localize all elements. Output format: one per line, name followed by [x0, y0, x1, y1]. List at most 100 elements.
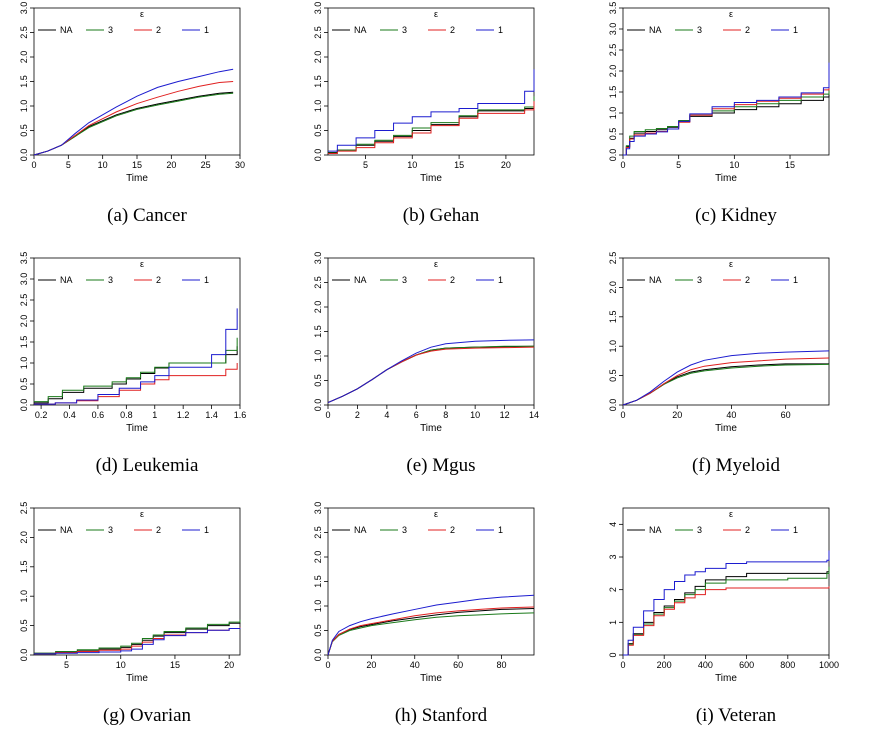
y-tick-label: 0.5 — [608, 369, 618, 382]
y-tick-label: 1.5 — [19, 336, 29, 349]
x-tick-label: 0 — [620, 160, 625, 170]
y-tick-label: 1.0 — [19, 357, 29, 370]
legend-label: NA — [354, 525, 367, 535]
y-tick-label: 0.5 — [608, 128, 618, 141]
legend-label: NA — [649, 25, 662, 35]
legend-label: 2 — [450, 525, 455, 535]
x-tick-label: 15 — [132, 160, 142, 170]
legend-label: 3 — [108, 275, 113, 285]
y-tick-label: 0.0 — [19, 649, 29, 662]
series-line-NA — [622, 363, 829, 406]
plot-frame — [622, 507, 830, 656]
y-tick-label: 1.0 — [313, 600, 323, 613]
legend-label: 2 — [156, 275, 161, 285]
y-tick-label: 0.5 — [19, 124, 29, 137]
series-line-3 — [327, 345, 534, 404]
y-tick-label: 2.5 — [19, 502, 29, 515]
plot-frame — [622, 257, 830, 406]
chart-panel: 0 200 400 600 800 1000 0 1 2 3 4 Time ε NA 3 2 1 (i) Vete… — [589, 500, 883, 750]
y-tick-label: 1.0 — [608, 107, 618, 120]
y-tick-label: 2.5 — [608, 252, 618, 265]
series-line-2 — [623, 84, 830, 156]
legend-label: 1 — [498, 525, 503, 535]
x-tick-label: 10 — [729, 160, 739, 170]
x-tick-label: 0 — [620, 660, 625, 670]
legend-label: 1 — [498, 25, 503, 35]
legend-label: 2 — [156, 25, 161, 35]
y-tick-label: 2.0 — [313, 51, 323, 64]
y-tick-label: 3.0 — [313, 502, 323, 515]
y-tick-label: 2.5 — [608, 44, 618, 57]
legend-label: 3 — [697, 25, 702, 35]
x-tick-label: 60 — [453, 660, 463, 670]
y-tick-label: 1.0 — [19, 100, 29, 113]
chart-svg: 0.2 0.4 0.6 0.8 1 1.2 1.4 1.6 0.0 0.5 1.0 1.5 2.0 2.5… — [19, 252, 246, 434]
series-line-1 — [328, 69, 535, 152]
plot-frame — [33, 507, 241, 656]
series-line-NA — [327, 607, 535, 656]
y-tick-label: 3.5 — [19, 252, 29, 265]
y-tick-label: 2.0 — [19, 315, 29, 328]
x-tick-label: 200 — [657, 660, 672, 670]
x-tick-label: 20 — [366, 660, 376, 670]
series-line-3 — [328, 96, 535, 154]
legend-label: 1 — [204, 275, 209, 285]
y-tick-label: 2.5 — [313, 26, 323, 39]
chart-panel: 0 20 40 60 80 0.0 0.5 1.0 1.5 2.0 2.5 3.0 Time ε NA 3 2 1… — [294, 500, 588, 750]
legend-title: ε — [729, 509, 733, 519]
x-tick-label: 800 — [780, 660, 795, 670]
x-tick-label: 10 — [98, 160, 108, 170]
y-tick-label: 1.5 — [608, 311, 618, 324]
chart-caption: (a) Cancer — [107, 205, 187, 226]
legend-label: 1 — [204, 25, 209, 35]
y-tick-label: 1 — [608, 620, 618, 625]
legend-label: 2 — [450, 25, 455, 35]
x-tick-label: 5 — [363, 160, 368, 170]
y-tick-label: 3.0 — [313, 252, 323, 265]
y-tick-label: 0.0 — [19, 149, 29, 162]
y-tick-label: 3.0 — [608, 23, 618, 36]
legend-title: ε — [140, 9, 144, 19]
x-tick-label: 600 — [739, 660, 754, 670]
legend-title: ε — [434, 259, 438, 269]
x-axis-label: Time — [126, 423, 148, 434]
y-tick-label: 1.5 — [19, 561, 29, 574]
x-tick-label: 5 — [676, 160, 681, 170]
series-line-3 — [33, 92, 234, 156]
legend-label: NA — [60, 525, 73, 535]
x-tick-label: 8 — [443, 410, 448, 420]
series-line-1 — [327, 339, 535, 404]
x-tick-label: 6 — [414, 410, 419, 420]
legend-title: ε — [729, 9, 733, 19]
x-tick-label: 30 — [235, 160, 245, 170]
y-tick-label: 2.0 — [608, 65, 618, 78]
x-tick-label: 20 — [224, 660, 234, 670]
legend-label: 2 — [156, 525, 161, 535]
chart-svg: 0 5 10 15 0.0 0.5 1.0 1.5 2.0 2.5 3.0 3.5 Time ε NA 3 2 1 — [608, 2, 830, 184]
chart-caption: (f) Myeloid — [691, 455, 781, 476]
x-axis-label: Time — [420, 423, 442, 434]
x-tick-label: 1.4 — [205, 410, 218, 420]
legend-label: 1 — [498, 275, 503, 285]
y-tick-label: 1.5 — [19, 75, 29, 88]
legend-label: NA — [60, 25, 73, 35]
y-tick-label: 1.0 — [313, 350, 323, 363]
legend-label: NA — [60, 275, 73, 285]
y-tick-label: 0.0 — [19, 399, 29, 412]
x-axis-label: Time — [715, 673, 737, 684]
legend-label: 2 — [745, 525, 750, 535]
y-tick-label: 4 — [608, 522, 618, 527]
x-tick-label: 0.2 — [35, 410, 48, 420]
legend-label: 2 — [745, 275, 750, 285]
x-axis-label: Time — [420, 673, 442, 684]
x-tick-label: 2 — [355, 410, 360, 420]
legend-label: 1 — [793, 525, 798, 535]
series-line-2 — [34, 627, 241, 655]
x-axis-label: Time — [126, 673, 148, 684]
x-axis-label: Time — [715, 173, 737, 184]
legend-label: 3 — [402, 275, 407, 285]
chart-caption: (c) Kidney — [695, 205, 777, 226]
x-tick-label: 40 — [410, 660, 420, 670]
y-tick-label: 1.0 — [608, 340, 618, 353]
y-tick-label: 2.5 — [313, 526, 323, 539]
